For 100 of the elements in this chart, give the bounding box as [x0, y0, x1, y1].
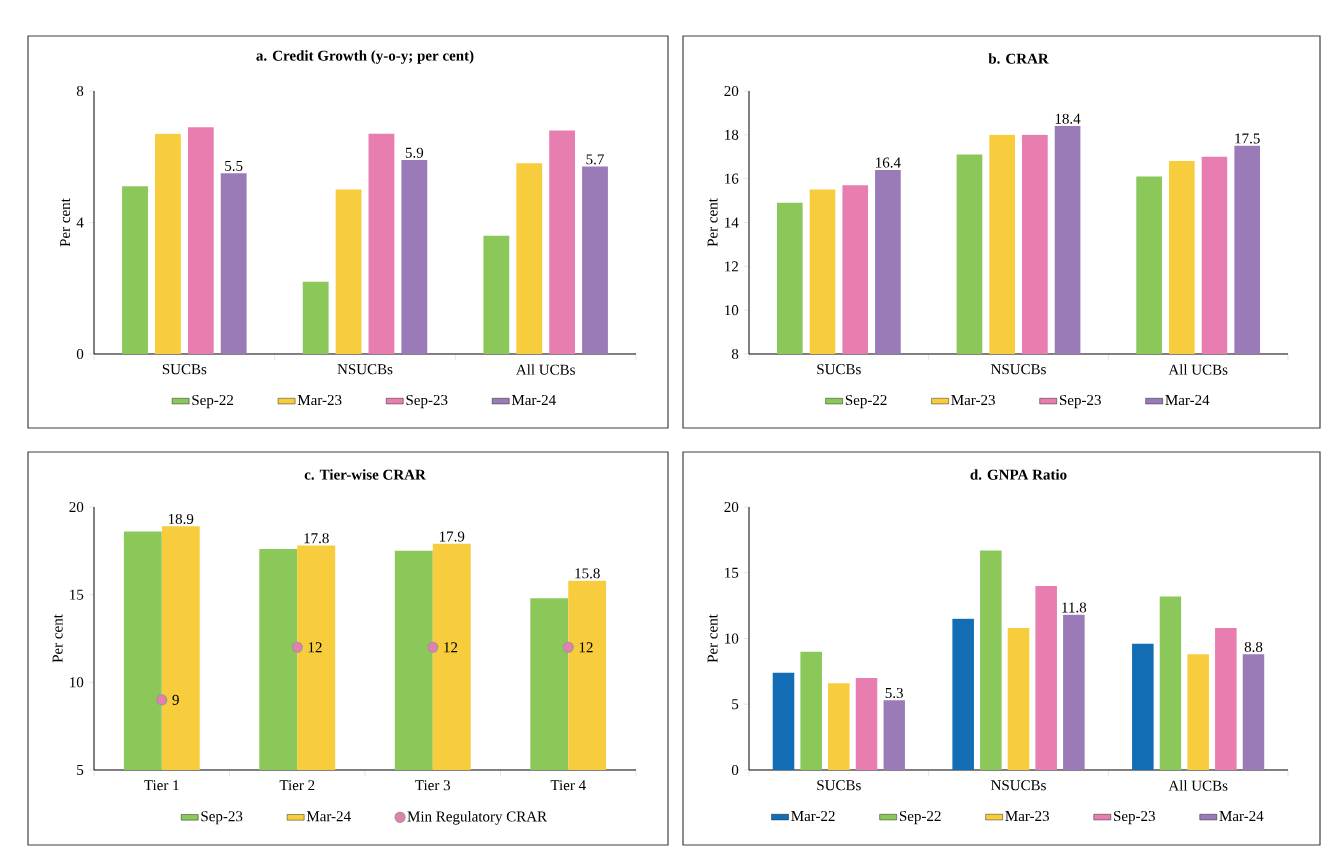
data-label: 5.7: [586, 154, 604, 165]
bar: [302, 281, 329, 354]
y-tick-label: 5: [77, 765, 84, 775]
data-label: 5.3: [885, 687, 903, 699]
x-tick-label: Tier 3: [415, 780, 451, 791]
data-label: 9: [172, 694, 179, 705]
data-label: 18.9: [168, 513, 194, 525]
data-label: 8.8: [1244, 641, 1263, 653]
y-tick-label: 18: [725, 129, 739, 140]
data-label: 15.8: [575, 568, 600, 579]
x-tick-label: All UCBs: [516, 364, 575, 375]
y-tick-label: 14: [725, 217, 739, 228]
y-tick-label: 15: [70, 589, 84, 600]
data-label: 11.8: [1062, 602, 1087, 613]
x-tick-label: Tier 4: [550, 780, 586, 791]
y-tick-label: 15: [725, 567, 739, 578]
bar: [154, 133, 181, 354]
bar: [549, 130, 576, 354]
bar: [952, 618, 974, 770]
legend-label: Mar-24: [1165, 395, 1210, 406]
chart-title: d. GNPA Ratio: [970, 469, 1067, 480]
bar: [1063, 614, 1085, 770]
y-tick-label: 10: [725, 633, 739, 644]
data-label: 17.5: [1235, 133, 1260, 144]
legend-label: Sep-22: [845, 395, 887, 409]
bar: [516, 163, 543, 354]
legend-label: Sep-23: [201, 811, 243, 825]
bar: [828, 683, 850, 770]
data-label: 12: [444, 642, 458, 653]
legend-label: Sep-23: [1114, 811, 1155, 825]
bar: [980, 550, 1002, 770]
data-label: 17.9: [439, 531, 465, 542]
y-axis-title: Per cent: [707, 198, 718, 247]
x-tick-label: SUCBs: [817, 364, 861, 375]
x-tick-label: NSUCBs: [991, 780, 1046, 791]
x-tick-label: NSUCBs: [991, 364, 1046, 375]
y-axis-title: Per cent: [52, 614, 63, 663]
x-tick-label: SUCBs: [817, 780, 861, 791]
bar: [122, 186, 148, 354]
y-tick-label: 20: [69, 501, 84, 513]
bar: [772, 672, 795, 770]
legend-label: Min Regulatory CRAR: [407, 811, 548, 825]
legend-label: Mar-24: [511, 395, 556, 406]
data-label: 17.8: [304, 533, 329, 544]
data-label: 5.5: [225, 160, 243, 171]
chart-title: a. Credit Growth (y-o-y; per cent): [256, 50, 474, 64]
y-axis-title: Per cent: [60, 198, 71, 247]
x-tick-label: NSUCBs: [337, 364, 393, 375]
y-tick-label: 5: [732, 699, 739, 710]
legend-label: Mar-23: [1005, 811, 1049, 822]
x-tick-label: All UCBs: [1168, 364, 1228, 375]
y-tick-label: 8: [76, 85, 84, 97]
data-label: 12: [579, 642, 593, 653]
x-tick-label: All UCBs: [1168, 780, 1228, 791]
bar: [1007, 627, 1030, 770]
x-tick-label: SUCBs: [162, 364, 207, 375]
data-label: 5.9: [405, 147, 424, 158]
y-tick-label: 20: [724, 85, 739, 97]
bar: [1035, 585, 1057, 770]
chart-title: b. CRAR: [988, 53, 1049, 64]
x-tick-label: Tier 1: [144, 780, 179, 791]
y-tick-label: 8: [731, 348, 739, 360]
bar: [1187, 654, 1209, 770]
y-tick-label: 0: [76, 348, 84, 360]
legend-label: Mar-23: [297, 395, 342, 406]
legend-label: Sep-22: [899, 811, 941, 825]
bar: [368, 133, 395, 354]
y-tick-label: 16: [725, 173, 739, 184]
legend-label: Mar-24: [1219, 811, 1264, 822]
legend-label: Mar-24: [306, 811, 351, 822]
y-axis-title: Per cent: [707, 614, 718, 663]
y-tick-label: 4: [76, 217, 84, 228]
legend-label: Sep-23: [406, 395, 448, 409]
bar: [335, 189, 362, 354]
y-tick-label: 12: [725, 261, 738, 272]
data-label: 12: [308, 642, 322, 653]
data-label: 16.4: [876, 157, 901, 168]
bar: [401, 160, 428, 354]
legend-label: Sep-23: [1059, 395, 1101, 409]
bar: [220, 173, 247, 354]
x-tick-label: Tier 2: [279, 780, 315, 791]
chart-title: c. Tier-wise CRAR: [304, 469, 426, 480]
y-tick-label: 20: [724, 501, 739, 513]
legend-label: Mar-22: [791, 811, 835, 822]
bar: [800, 651, 822, 770]
bar: [1159, 596, 1182, 770]
data-label: 18.4: [1055, 113, 1081, 124]
bar: [1132, 643, 1154, 770]
bar: [855, 677, 878, 770]
y-tick-label: 10: [725, 305, 739, 316]
bar: [582, 166, 608, 354]
bar: [883, 700, 905, 770]
y-tick-label: 0: [731, 764, 739, 776]
bar: [187, 127, 214, 354]
bar: [1242, 654, 1265, 770]
legend-label: Sep-22: [192, 395, 234, 409]
legend-label: Mar-23: [951, 395, 995, 406]
bar: [483, 235, 510, 354]
y-tick-label: 10: [70, 677, 84, 688]
bar: [1215, 627, 1237, 770]
